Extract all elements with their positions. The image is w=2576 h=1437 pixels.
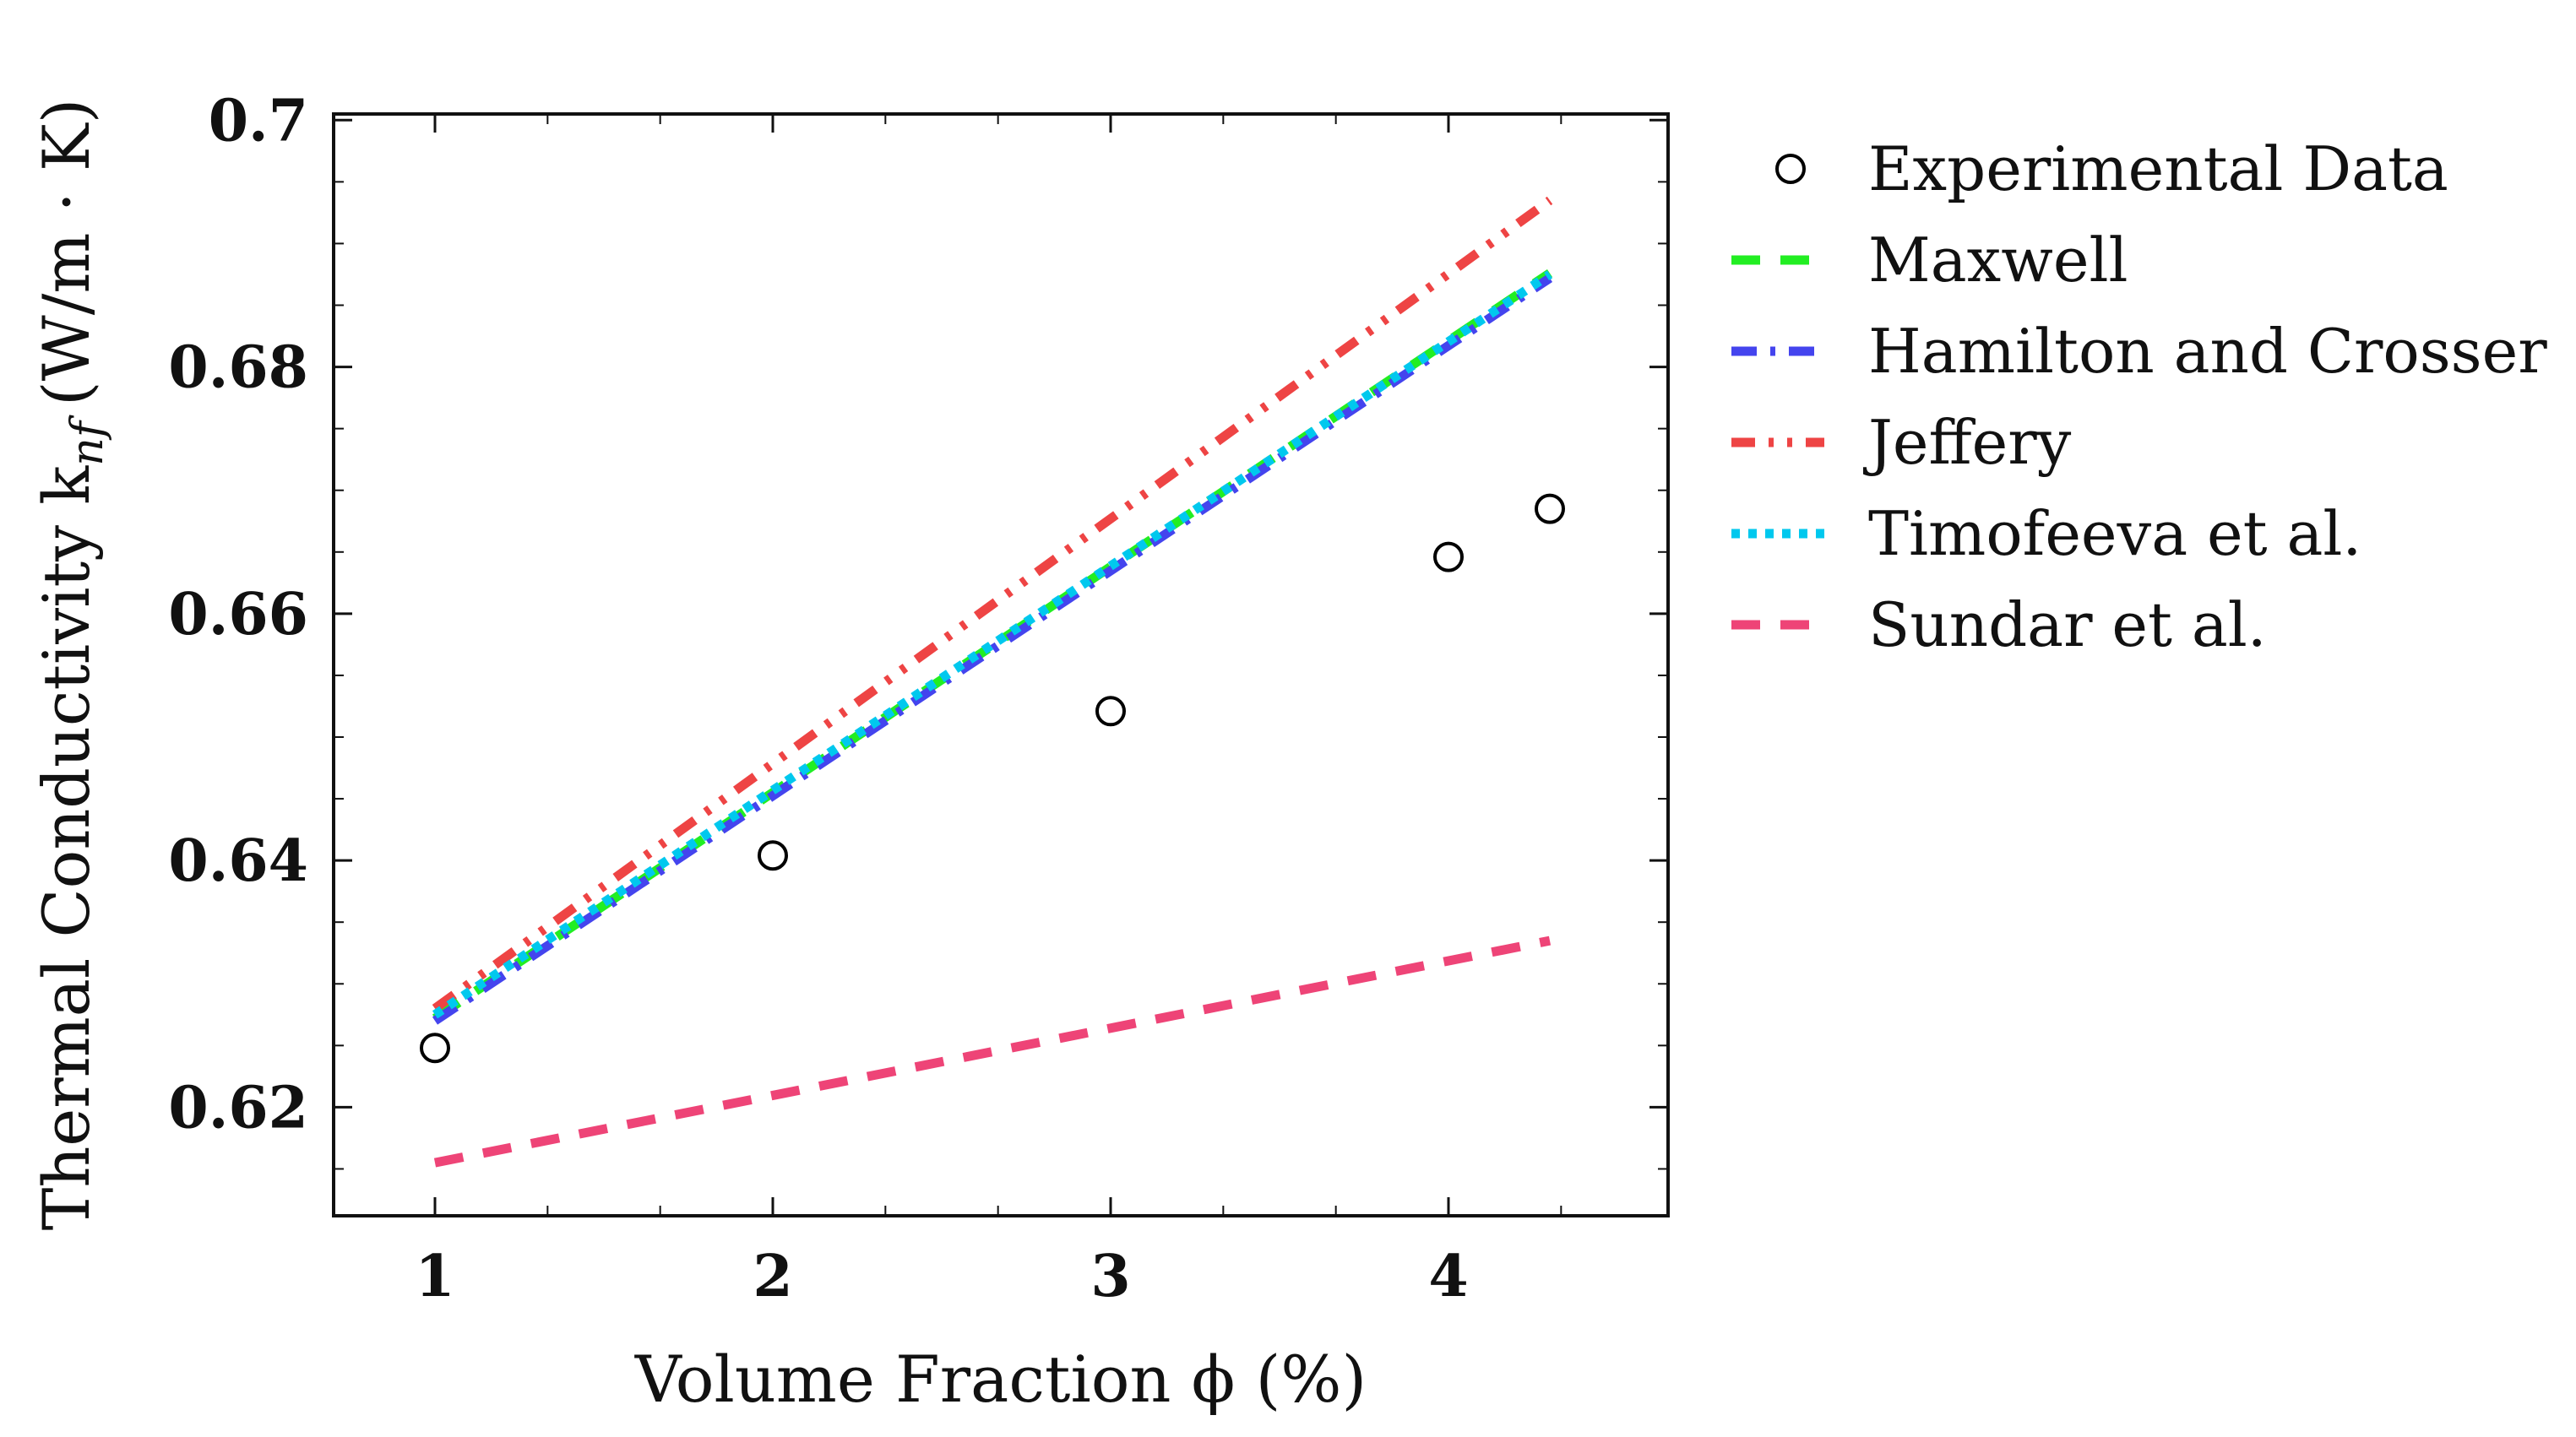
data-point (1433, 541, 1464, 572)
y-tick-label: 0.64 (168, 827, 308, 895)
legend: Experimental Data Maxwell Hamilton and Cro… (1731, 133, 2547, 660)
series-line (432, 196, 1553, 1012)
x-axis-title: Volume Fraction ϕ (%) (634, 1342, 1367, 1417)
x-tick-label: 4 (1428, 1243, 1468, 1310)
legend-label: Hamilton and Crosser (1868, 316, 2547, 387)
x-tick-label: 2 (753, 1243, 792, 1310)
legend-label: Experimental Data (1868, 133, 2448, 204)
scatter-points (420, 493, 1565, 1064)
x-tick-label: 1 (415, 1243, 454, 1310)
data-point (1535, 493, 1565, 524)
data-point (420, 1033, 450, 1064)
data-point (758, 840, 788, 871)
x-tick-labels: 1 2 3 4 (415, 1243, 1468, 1310)
y-axis-title: Thermal Conductivity knf (W/m · K) (29, 99, 113, 1231)
y-tick-labels: 0.62 0.64 0.66 0.68 0.7 (168, 87, 308, 1141)
series-lines (432, 196, 1553, 1168)
y-tick-label: 0.66 (168, 581, 308, 648)
axis-ticks (334, 114, 1668, 1216)
legend-label: Jeffery (1862, 407, 2072, 478)
y-tick-label: 0.68 (168, 334, 308, 402)
series-line (432, 274, 1553, 1025)
legend-label: Sundar et al. (1868, 589, 2267, 660)
series-line (432, 270, 1553, 1019)
data-point (1095, 696, 1126, 727)
legend-label: Maxwell (1868, 225, 2128, 296)
series-line (433, 935, 1552, 1168)
y-axis-title-unit: (W/m · K) (29, 99, 104, 406)
legend-marker (1775, 154, 1806, 184)
x-tick-label: 3 (1090, 1243, 1130, 1310)
legend-label: Timofeeva et al. (1868, 498, 2361, 569)
y-tick-label: 0.7 (209, 87, 308, 155)
y-axis-title-subscript: nf (62, 415, 113, 465)
plot-frame (332, 112, 1670, 1217)
y-tick-label: 0.62 (168, 1074, 308, 1141)
y-axis-title-main: Thermal Conductivity k (29, 465, 104, 1231)
